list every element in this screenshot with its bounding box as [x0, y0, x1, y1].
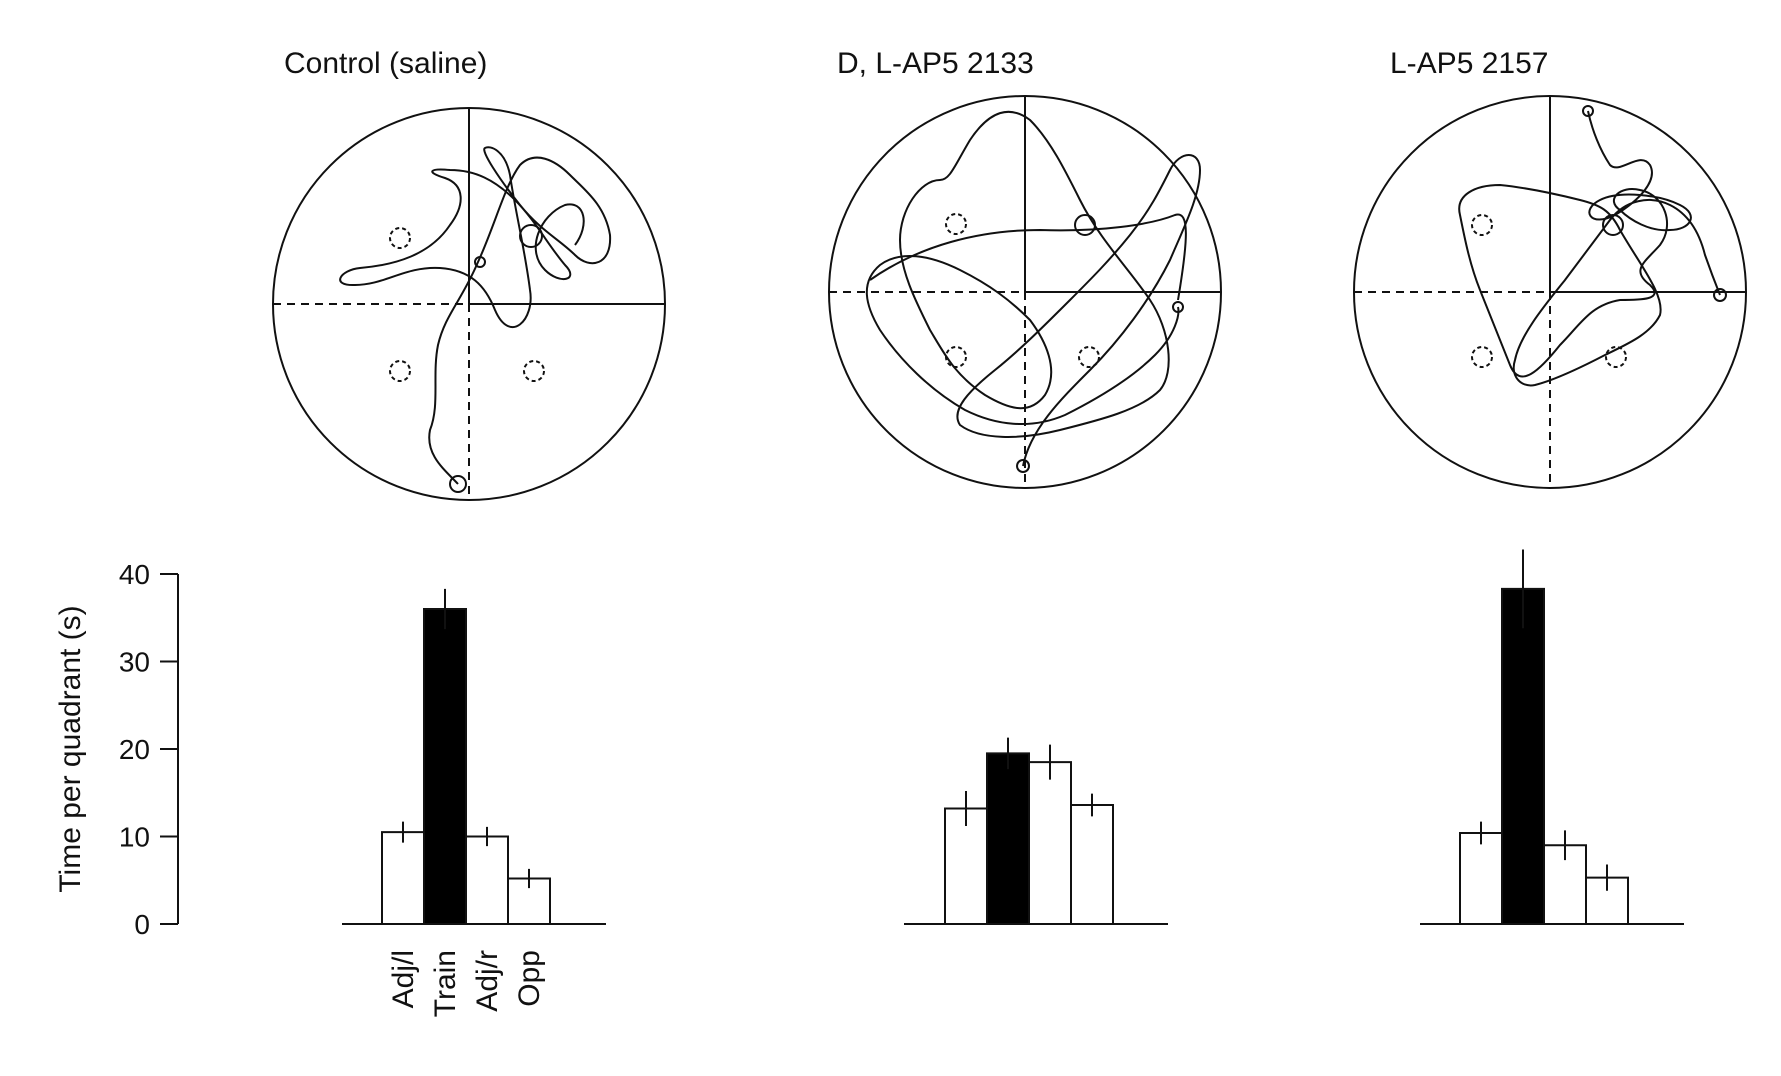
path-end-marker — [1713, 288, 1727, 302]
x-category-label: Adj/r — [471, 950, 504, 1012]
bar-group-l-ap5 — [1420, 549, 1684, 925]
y-tick-label: 40 — [119, 559, 150, 590]
bar-adj-l — [1459, 832, 1503, 925]
bar-adj-l — [381, 831, 425, 925]
y-tick-label: 30 — [119, 647, 150, 678]
platform-marker — [945, 346, 967, 368]
panel-title-dl-ap5: D, L-AP5 2133 — [837, 47, 1034, 80]
start-marker — [1016, 459, 1030, 473]
y-axis-label: Time per quadrant (s) — [54, 605, 87, 892]
y-tick-label: 10 — [119, 822, 150, 853]
bar-adj-r — [1028, 761, 1072, 925]
y-axis: 0 10 20 30 40 Time per quadrant (s) — [54, 559, 179, 940]
x-category-labels: Adj/l Train Adj/r Opp — [387, 950, 546, 1017]
platform-marker — [389, 227, 411, 249]
swim-path — [1458, 110, 1721, 387]
platform-marker — [523, 360, 545, 382]
y-tick-label: 20 — [119, 734, 150, 765]
panel-title-l-ap5: L-AP5 2157 — [1390, 47, 1549, 80]
bar-train — [423, 608, 467, 925]
bar-opp — [1070, 804, 1114, 925]
bar-train — [1501, 587, 1545, 925]
y-tick-label: 0 — [134, 909, 150, 940]
platform-marker — [1605, 346, 1627, 368]
bar-group-dl-ap5 — [904, 737, 1168, 925]
platform-marker — [1471, 346, 1493, 368]
x-category-label: Opp — [513, 950, 546, 1007]
swim-path — [339, 146, 612, 485]
bar-adj-l — [944, 807, 988, 925]
start-marker — [449, 475, 467, 493]
swim-path — [869, 213, 1187, 301]
platform-marker — [945, 213, 967, 235]
x-category-label: Train — [429, 950, 462, 1017]
bar-train — [986, 752, 1030, 925]
x-category-label: Adj/l — [387, 950, 420, 1008]
bar-adj-r — [465, 835, 509, 925]
start-marker — [1582, 105, 1594, 117]
swim-path — [865, 110, 1202, 467]
platform-marker — [1471, 214, 1493, 236]
maze-pool-dl-ap5 — [828, 95, 1222, 489]
platform-marker — [1074, 214, 1096, 236]
platform-marker — [389, 360, 411, 382]
bar-group-control — [342, 588, 606, 925]
maze-pool-l-ap5 — [1353, 95, 1747, 489]
platform-marker — [1078, 346, 1100, 368]
panel-title-control: Control (saline) — [284, 47, 488, 80]
maze-pool-control — [272, 107, 666, 501]
